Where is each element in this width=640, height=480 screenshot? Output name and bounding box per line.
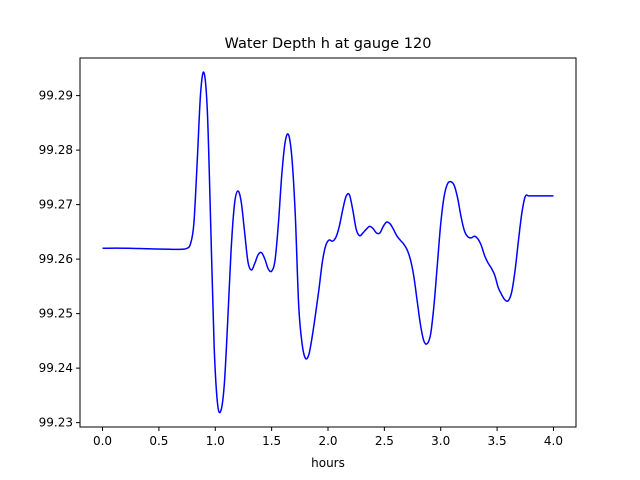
x-tick-label: 2.5	[375, 434, 394, 448]
x-tick-label: 2.0	[318, 434, 337, 448]
chart-title: Water Depth h at gauge 120	[225, 36, 432, 52]
y-tick-label: 99.27	[39, 198, 73, 212]
series-layer	[102, 71, 554, 414]
x-tick-label: 0.5	[149, 434, 168, 448]
y-tick-label: 99.28	[39, 143, 73, 157]
x-tick-label: 4.0	[544, 434, 563, 448]
x-tick-label: 1.0	[206, 434, 225, 448]
plot-area-frame	[79, 57, 577, 428]
series-line	[102, 71, 554, 414]
ticks-layer: 0.0 0.5 1.0 1.5 2.0 2.5 3.0 3.5 4.0 99.23 99.24 99.…	[39, 89, 563, 448]
y-tick-label: 99.29	[39, 89, 73, 103]
y-tick-label: 99.25	[39, 307, 73, 321]
y-tick-label: 99.24	[39, 361, 73, 375]
y-tick-label: 99.26	[39, 252, 73, 266]
y-tick-label: 99.23	[39, 416, 73, 430]
x-tick-label: 3.5	[488, 434, 507, 448]
x-tick-label: 1.5	[262, 434, 281, 448]
x-axis-label: hours	[311, 456, 345, 470]
x-tick-label: 0.0	[93, 434, 112, 448]
x-tick-label: 3.0	[431, 434, 450, 448]
